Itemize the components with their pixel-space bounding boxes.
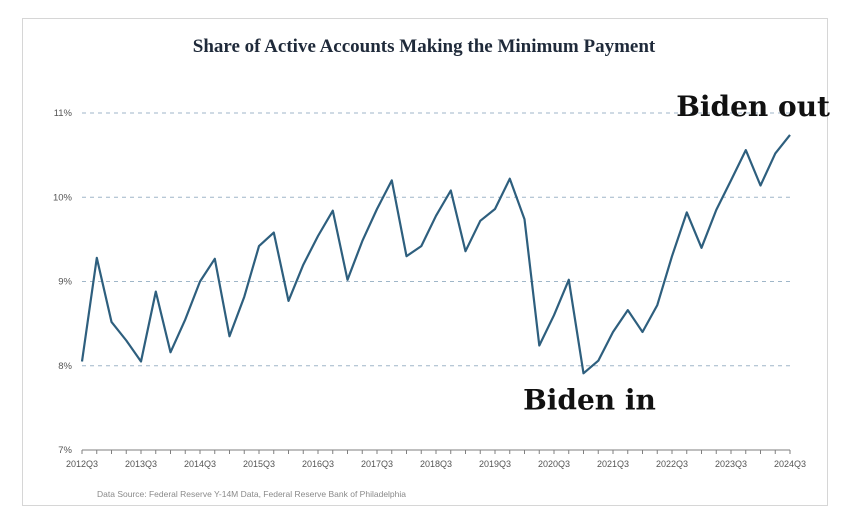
y-tick-labels: 7% 8% 9% 10% 11% xyxy=(53,108,73,456)
x-tick-label: 2022Q3 xyxy=(656,459,688,469)
x-tick-label: 2023Q3 xyxy=(715,459,747,469)
series-line xyxy=(80,134,791,375)
x-tick-label: 2015Q3 xyxy=(243,459,275,469)
y-tick-label: 11% xyxy=(54,108,73,119)
y-tick-label: 8% xyxy=(58,361,72,372)
x-tick-label: 2017Q3 xyxy=(361,459,393,469)
x-tick-label: 2020Q3 xyxy=(538,459,570,469)
x-tick-label: 2019Q3 xyxy=(479,459,511,469)
annotation-label: Biden out xyxy=(676,90,830,123)
data-source-note: Data Source: Federal Reserve Y-14M Data,… xyxy=(97,489,407,499)
x-tick-labels: 2012Q3 2013Q3 2014Q3 2015Q3 2016Q3 2017Q3 2018… xyxy=(66,459,806,469)
chart-title: Share of Active Accounts Making the Mini… xyxy=(192,36,656,57)
x-tick-label: 2024Q3 xyxy=(774,459,806,469)
grid-lines xyxy=(82,112,790,367)
chart-frame xyxy=(22,18,828,506)
y-tick-label: 9% xyxy=(58,277,72,288)
y-tick-label: 10% xyxy=(53,192,73,203)
annotation-label: Biden in xyxy=(523,383,656,416)
x-axis xyxy=(81,449,791,454)
series-group xyxy=(80,134,791,375)
y-tick-label: 7% xyxy=(58,445,72,456)
x-tick-label: 2016Q3 xyxy=(302,459,334,469)
x-tick-label: 2013Q3 xyxy=(125,459,157,469)
x-tick-label: 2021Q3 xyxy=(597,459,629,469)
x-tick-label: 2014Q3 xyxy=(184,459,216,469)
annotations: Biden in Biden out xyxy=(523,90,830,416)
x-tick-label: 2012Q3 xyxy=(66,459,98,469)
x-tick-label: 2018Q3 xyxy=(420,459,452,469)
